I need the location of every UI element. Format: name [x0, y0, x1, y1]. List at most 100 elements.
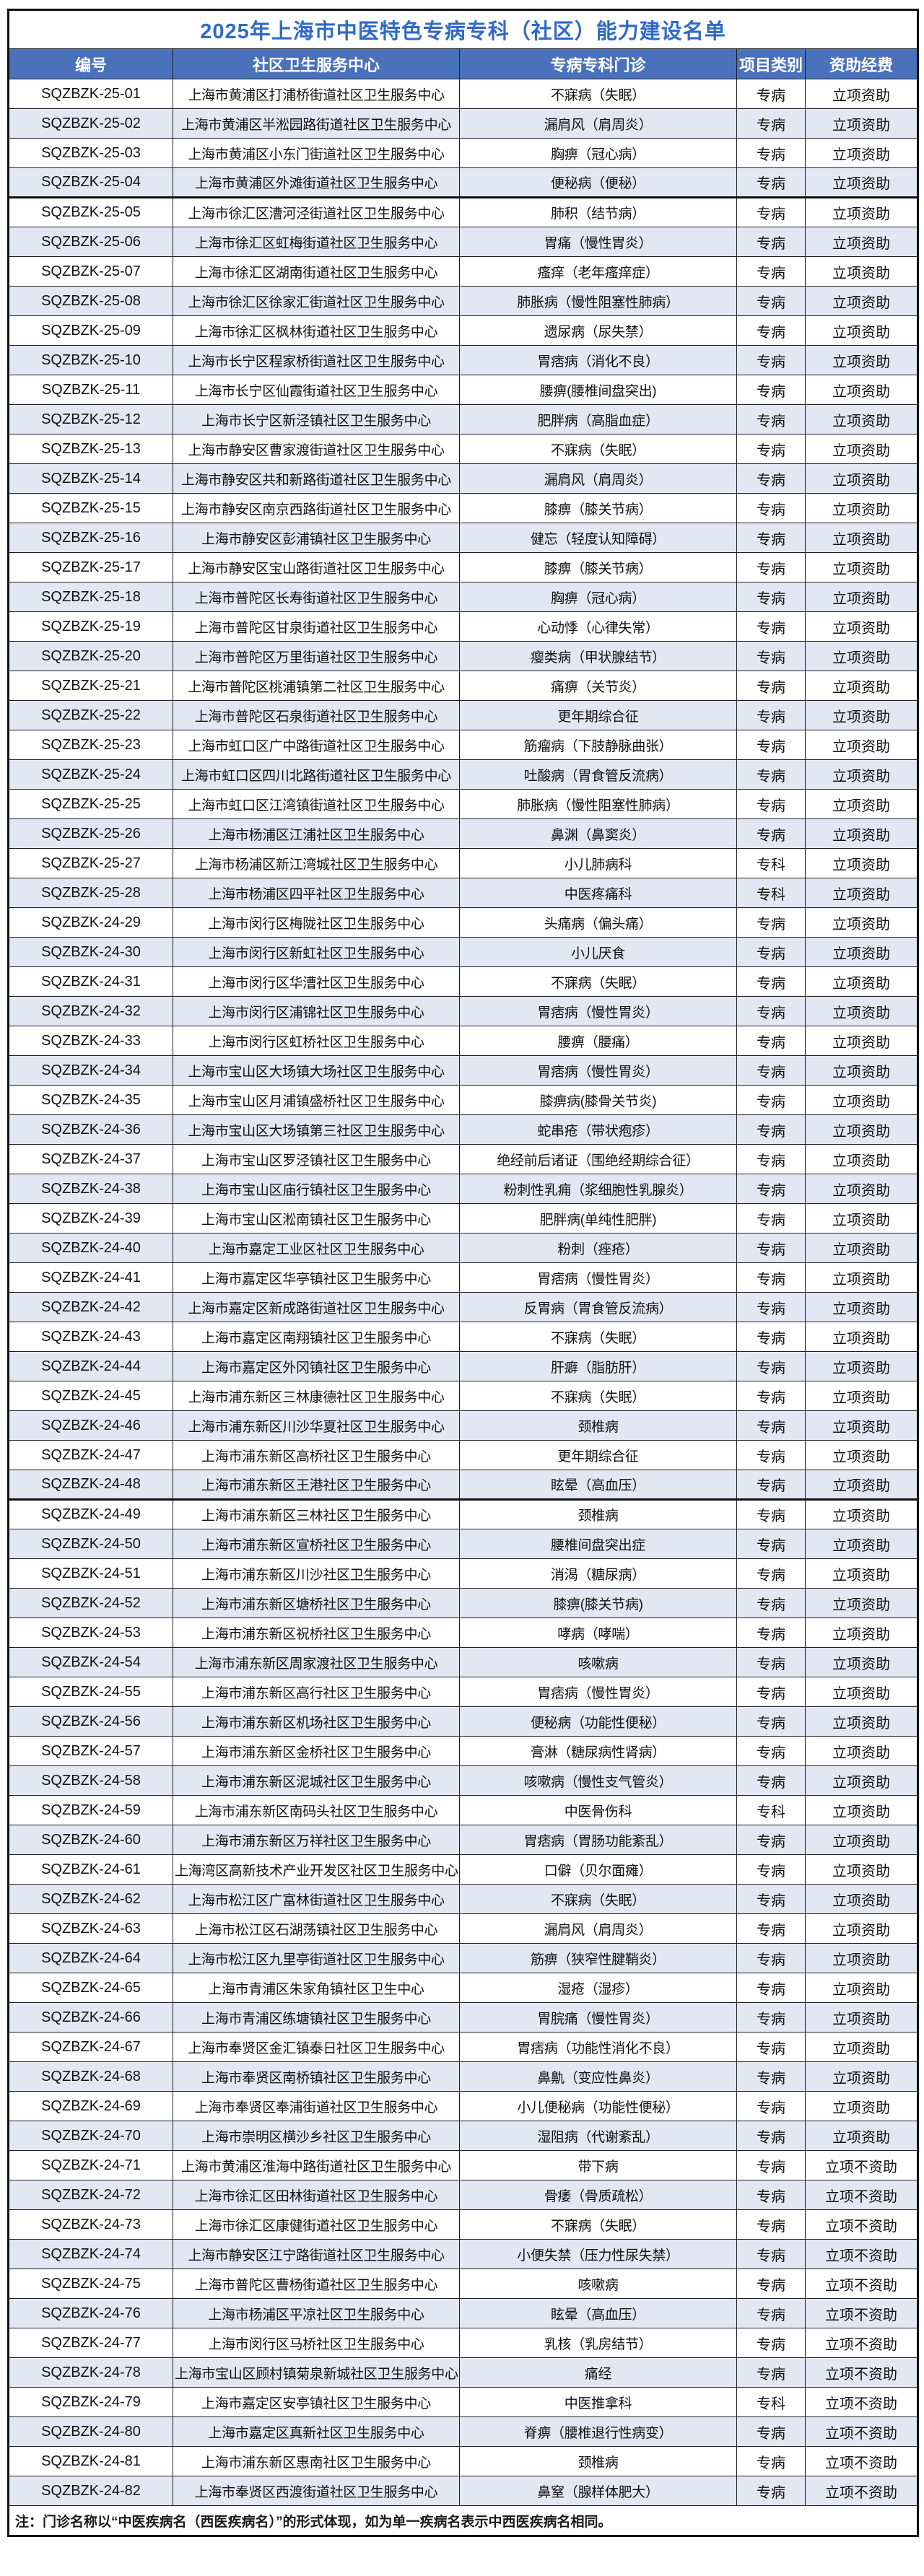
center-cell: 上海市黄浦区半淞园路街道社区卫生服务中心: [173, 108, 460, 139]
table-row: SQZBZK-25-16 上海市静安区彭浦镇社区卫生服务中心 健忘（轻度认知障碍）专…: [8, 523, 919, 553]
funding-cell: 立项资助: [804, 108, 919, 139]
center-cell: 上海市静安区彭浦镇社区卫生服务中心: [173, 523, 460, 553]
row-id-cell: SQZBZK-24-67: [8, 2032, 173, 2062]
funding-cell: 立项资助: [804, 1913, 919, 1944]
clinic-cell: 遗尿病（尿失禁）: [459, 315, 737, 346]
category-cell: 专病: [736, 2032, 806, 2062]
category-cell: 专科: [736, 848, 806, 878]
category-cell: 专病: [736, 1055, 806, 1086]
row-id-cell: SQZBZK-24-44: [8, 1351, 173, 1381]
center-cell: 上海市浦东新区机场社区卫生服务中心: [173, 1706, 460, 1737]
row-id-cell: SQZBZK-24-35: [8, 1085, 173, 1115]
clinic-cell: 咳嗽病（慢性支气管炎）: [459, 1765, 737, 1796]
table-row: SQZBZK-24-81 上海市浦东新区惠南社区卫生服务中心 颈椎病 专病 立项不资助: [8, 2446, 919, 2476]
funding-cell: 立项不资助: [804, 2357, 919, 2388]
clinic-cell: 不寐病（失眠）: [459, 1381, 737, 1411]
category-cell: 专病: [736, 2416, 806, 2447]
funding-cell: 立项资助: [804, 1322, 919, 1352]
row-id-cell: SQZBZK-25-20: [8, 641, 173, 671]
clinic-cell: 漏肩风（肩周炎）: [459, 1913, 737, 1944]
category-cell: 专病: [736, 1410, 806, 1441]
row-id-cell: SQZBZK-24-32: [8, 996, 173, 1026]
clinic-cell: 鼻鼽（变应性鼻炎）: [459, 2061, 737, 2092]
row-id-cell: SQZBZK-24-79: [8, 2387, 173, 2417]
row-id-cell: SQZBZK-25-13: [8, 434, 173, 464]
center-cell: 上海市崇明区横沙乡社区卫生服务中心: [173, 2121, 460, 2151]
table-row: SQZBZK-24-48 上海市浦东新区王港社区卫生服务中心 眩晕（高血压） 专病 立项…: [8, 1470, 919, 1500]
row-id-cell: SQZBZK-25-18: [8, 582, 173, 612]
title-row: 2025年上海市中医特色专病专科（社区）能力建设名单: [7, 9, 919, 49]
clinic-cell: 腰痹(腰椎间盘突出): [459, 375, 737, 405]
row-id-cell: SQZBZK-25-05: [8, 196, 173, 227]
funding-cell: 立项资助: [804, 996, 919, 1026]
table-body: SQZBZK-25-01 上海市黄浦区打浦桥街道社区卫生服务中心 不寐病（失眠） 专病…: [8, 79, 919, 2506]
center-cell: 上海市嘉定区南翔镇社区卫生服务中心: [173, 1322, 460, 1352]
category-cell: 专病: [736, 611, 806, 642]
row-id-cell: SQZBZK-25-17: [8, 552, 173, 582]
funding-cell: 立项资助: [804, 1203, 919, 1234]
clinic-cell: 吐酸病（胃食管反流病）: [459, 759, 737, 790]
center-cell: 上海市嘉定区华亭镇社区卫生服务中心: [173, 1262, 460, 1293]
clinic-cell: 膝痹（膝关节病）: [459, 493, 737, 523]
clinic-cell: 肺胀病（慢性阻塞性肺病）: [459, 286, 737, 316]
center-cell: 上海市黄浦区打浦桥街道社区卫生服务中心: [173, 79, 460, 109]
funding-cell: 立项资助: [804, 848, 919, 878]
table-row: SQZBZK-24-64 上海市松江区九里亭街道社区卫生服务中心 筋痹（狭窄性腱鞘炎…: [8, 1943, 919, 1973]
category-cell: 专病: [736, 1203, 806, 1234]
clinic-cell: 胃痞病（消化不良）: [459, 345, 737, 375]
funding-cell: 立项资助: [804, 1884, 919, 1914]
clinic-cell: 痛经: [459, 2357, 737, 2388]
clinic-cell: 肥胖病(单纯性肥胖): [459, 1203, 737, 1234]
clinic-cell: 湿阻病（代谢紊乱）: [459, 2121, 737, 2151]
clinic-cell: 胃痞病（胃肠功能紊乱）: [459, 1825, 737, 1855]
funding-cell: 立项资助: [804, 79, 919, 109]
funding-cell: 立项资助: [804, 937, 919, 967]
funding-cell: 立项资助: [804, 1055, 919, 1086]
clinic-cell: 反胃病（胃食管反流病）: [459, 1292, 737, 1322]
category-cell: 专病: [736, 523, 806, 553]
row-id-cell: SQZBZK-24-30: [8, 937, 173, 967]
category-cell: 专病: [736, 818, 806, 849]
row-id-cell: SQZBZK-24-71: [8, 2150, 173, 2180]
clinic-cell: 腰椎间盘突出症: [459, 1529, 737, 1559]
category-cell: 专病: [736, 1943, 806, 1973]
clinic-cell: 瘿类病（甲状腺结节）: [459, 641, 737, 671]
clinic-cell: 胸痹（冠心病）: [459, 582, 737, 612]
funding-cell: 立项资助: [804, 196, 919, 227]
row-id-cell: SQZBZK-24-69: [8, 2091, 173, 2121]
row-id-cell: SQZBZK-24-66: [8, 2002, 173, 2033]
table-row: SQZBZK-24-42 上海市嘉定区新成路街道社区卫生服务中心 反胃病（胃食管反流…: [8, 1292, 919, 1322]
table-row: SQZBZK-24-49 上海市浦东新区三林社区卫生服务中心 颈椎病 专病 立项资助: [8, 1498, 919, 1529]
table-row: SQZBZK-24-58 上海市浦东新区泥城社区卫生服务中心 咳嗽病（慢性支气管炎）…: [8, 1765, 919, 1796]
row-id-cell: SQZBZK-24-62: [8, 1884, 173, 1914]
clinic-cell: 心动悸（心律失常）: [459, 611, 737, 642]
category-cell: 专病: [736, 1351, 806, 1381]
row-id-cell: SQZBZK-24-46: [8, 1410, 173, 1441]
clinic-cell: 口僻（贝尔面瘫）: [459, 1854, 737, 1885]
center-cell: 上海市浦东新区高桥社区卫生服务中心: [173, 1440, 460, 1470]
center-cell: 上海市静安区南京西路街道社区卫生服务中心: [173, 493, 460, 523]
row-id-cell: SQZBZK-25-22: [8, 700, 173, 730]
category-cell: 专病: [736, 256, 806, 287]
center-cell: 上海市奉贤区金汇镇泰日社区卫生服务中心: [173, 2032, 460, 2062]
table-row: SQZBZK-24-69 上海市奉贤区奉浦街道社区卫生服务中心 小儿便秘病（功能性便…: [8, 2091, 919, 2121]
row-id-cell: SQZBZK-24-31: [8, 966, 173, 997]
clinic-cell: 中医疼痛科: [459, 878, 737, 908]
clinic-cell: 带下病: [459, 2150, 737, 2180]
category-cell: 专病: [736, 996, 806, 1026]
table-row: SQZBZK-24-62 上海市松江区广富林街道社区卫生服务中心 不寐病（失眠） 专病…: [8, 1884, 919, 1914]
table-row: SQZBZK-24-73 上海市徐汇区康健街道社区卫生服务中心 不寐病（失眠） 专病立…: [8, 2209, 919, 2240]
center-cell: 上海市闵行区华漕社区卫生服务中心: [173, 966, 460, 997]
table-row: SQZBZK-25-06 上海市徐汇区虹梅街道社区卫生服务中心 胃痛（慢性胃炎） 专病…: [8, 227, 919, 257]
row-id-cell: SQZBZK-24-52: [8, 1588, 173, 1618]
table-row: SQZBZK-25-13 上海市静安区曹家渡街道社区卫生服务中心 不寐病（失眠） 专病…: [8, 434, 919, 464]
clinic-cell: 胃痞病（慢性胃炎）: [459, 996, 737, 1026]
clinic-cell: 粉刺（痤疮）: [459, 1233, 737, 1263]
center-cell: 上海市杨浦区新江湾城社区卫生服务中心: [173, 848, 460, 878]
center-cell: 上海市静安区共和新路街道社区卫生服务中心: [173, 463, 460, 494]
category-cell: 专病: [736, 138, 806, 168]
row-id-cell: SQZBZK-24-39: [8, 1203, 173, 1234]
category-cell: 专病: [736, 2446, 806, 2476]
funding-cell: 立项资助: [804, 1114, 919, 1145]
table-row: SQZBZK-25-24 上海市虹口区四川北路街道社区卫生服务中心 吐酸病（胃食管反…: [8, 759, 919, 790]
